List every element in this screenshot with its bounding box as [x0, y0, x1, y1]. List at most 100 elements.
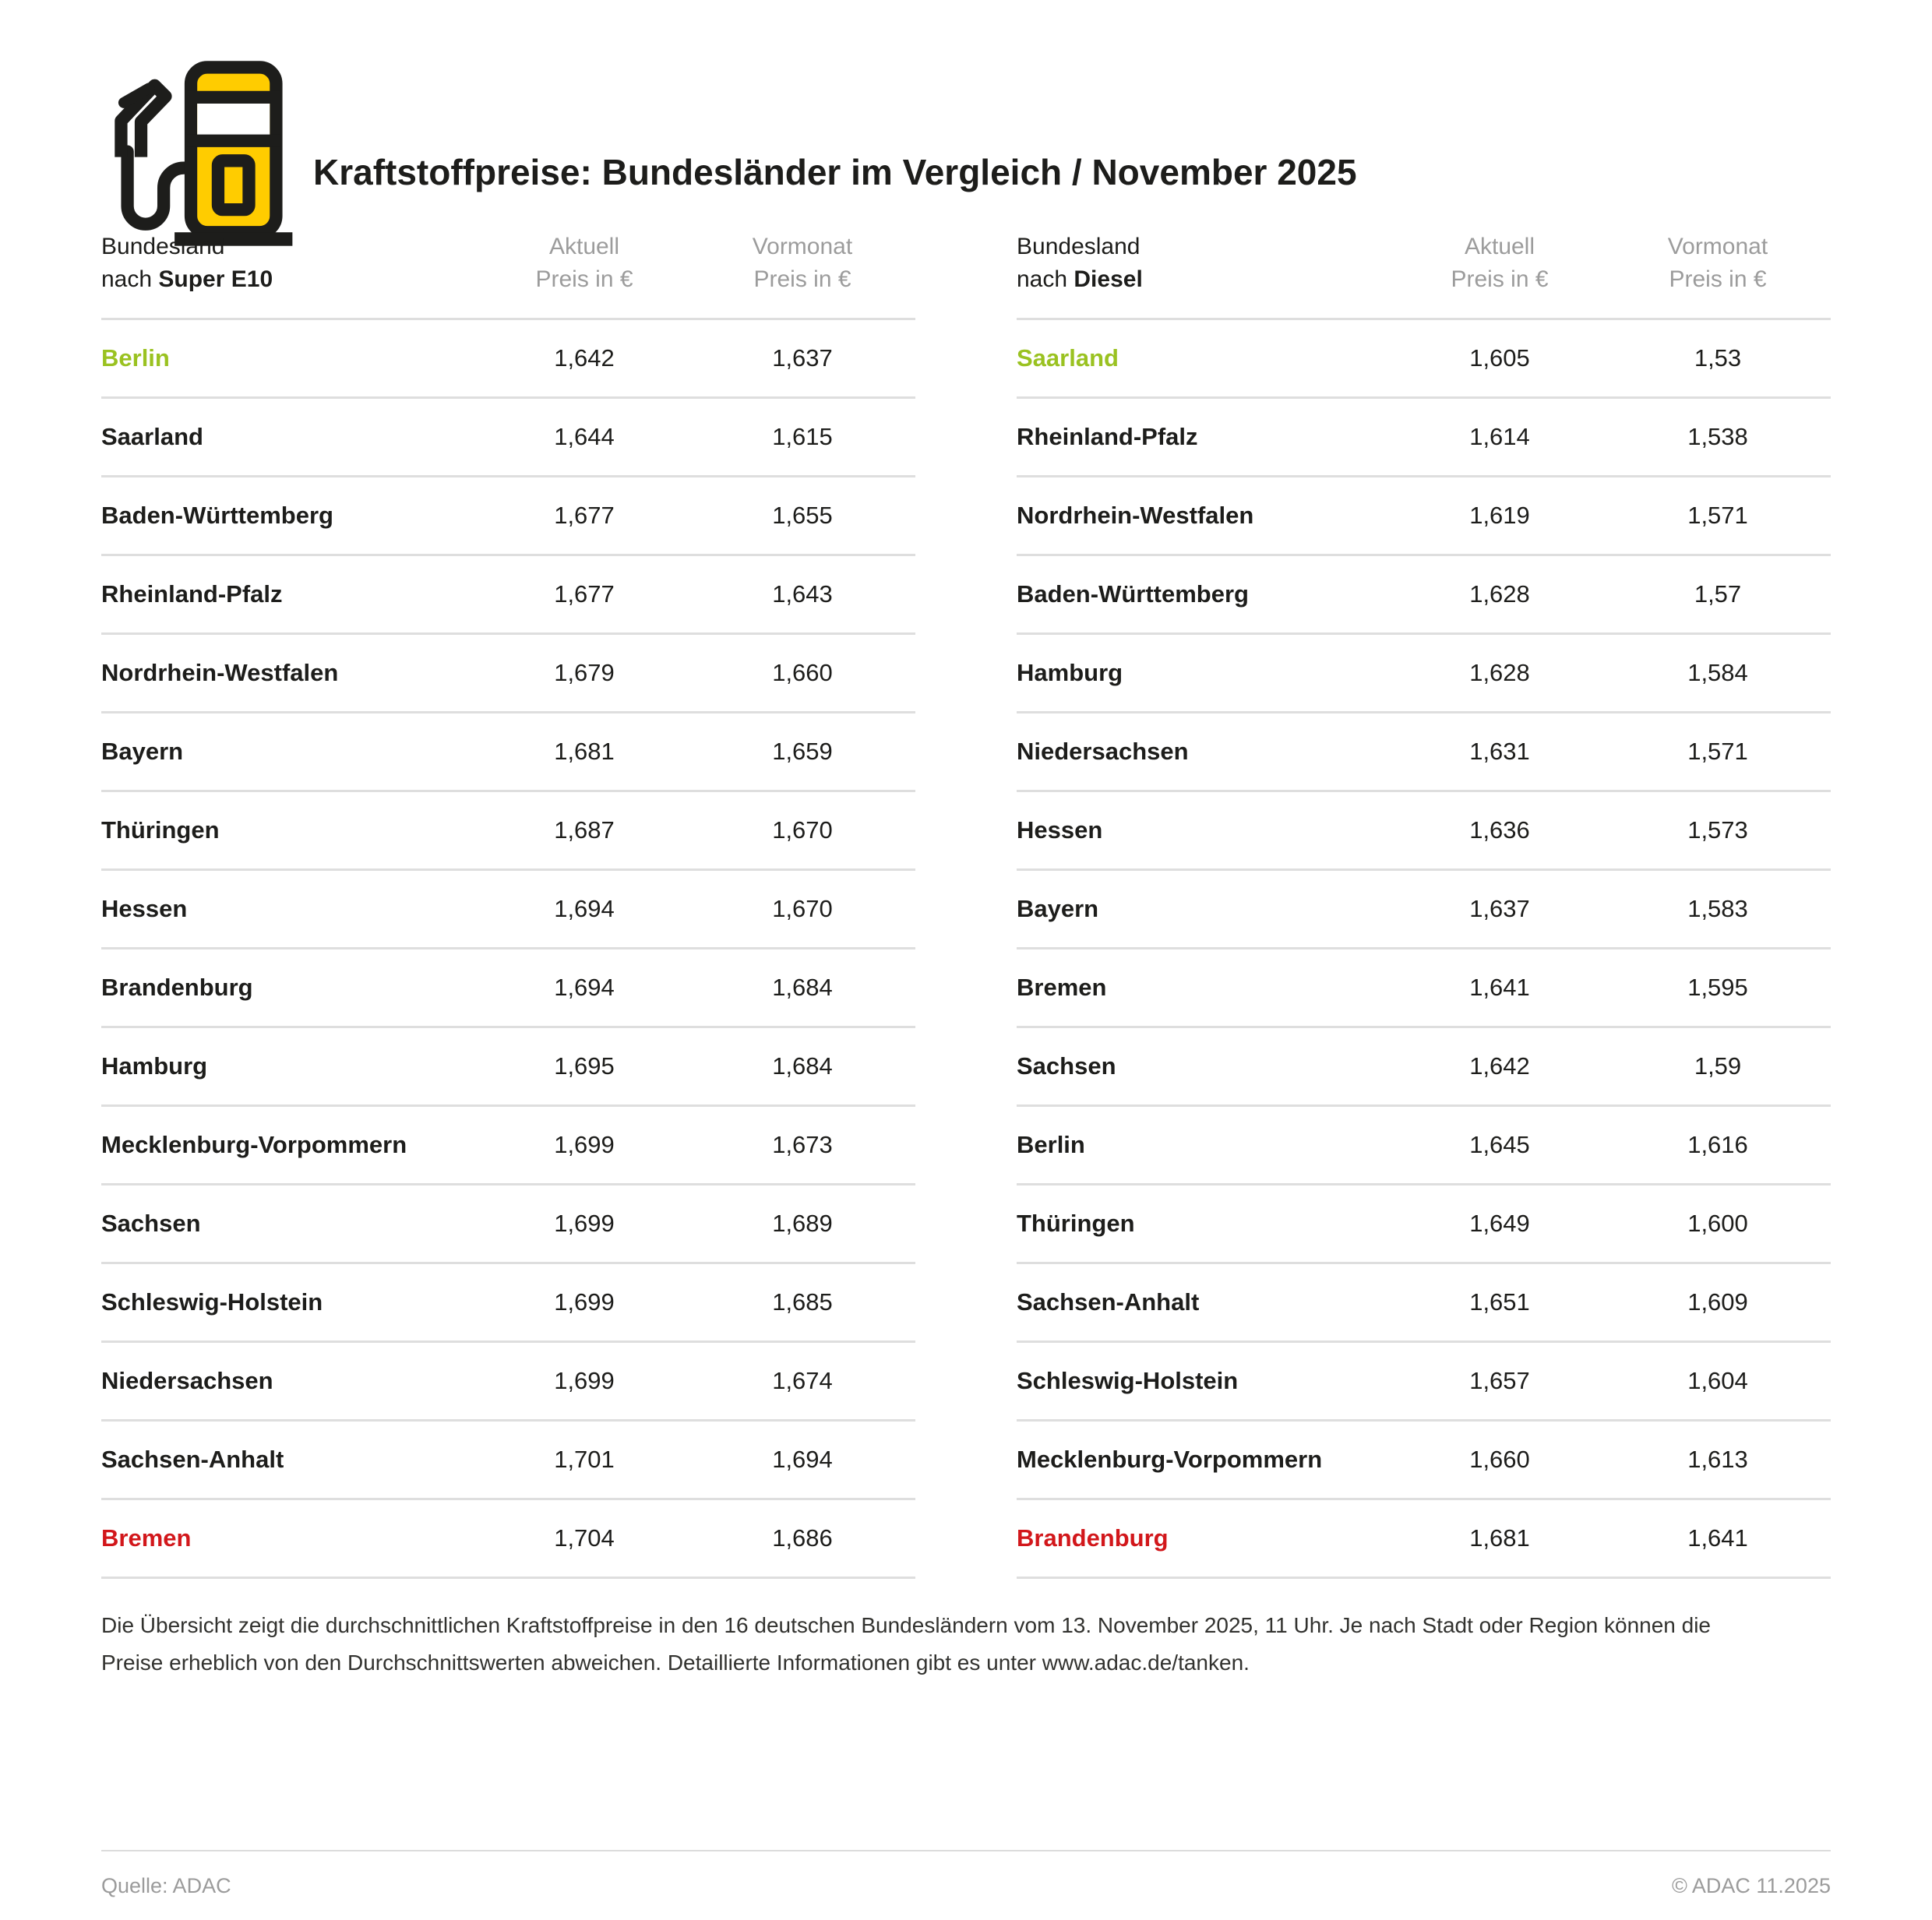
table-row: Niedersachsen 1,631 1,571	[1017, 713, 1831, 792]
table-row: Thüringen 1,649 1,600	[1017, 1185, 1831, 1264]
column-header-bundesland: Bundesland nach Diesel	[1017, 234, 1143, 292]
table-row: Nordrhein-Westfalen 1,679 1,660	[101, 635, 915, 713]
vormonat-value: 1,684	[772, 1052, 833, 1080]
vormonat-value: 1,604	[1687, 1367, 1748, 1394]
vormonat-value: 1,584	[1687, 659, 1748, 686]
table-header: Bundesland nach Super E10 Aktuell Preis …	[101, 231, 915, 320]
bundesland-name: Baden-Württemberg	[101, 502, 333, 529]
table-row: Brandenburg 1,694 1,684	[101, 949, 915, 1028]
footnote-line-1: Die Übersicht zeigt die durchschnittlich…	[101, 1613, 1711, 1637]
bundesland-name: Sachsen	[1017, 1052, 1116, 1080]
bundesland-name: Hessen	[1017, 816, 1103, 844]
table-row: Schleswig-Holstein 1,699 1,685	[101, 1264, 915, 1343]
aktuell-value: 1,619	[1469, 502, 1530, 529]
vormonat-value: 1,686	[772, 1524, 833, 1552]
aktuell-value: 1,699	[554, 1288, 615, 1316]
bundesland-name: Schleswig-Holstein	[101, 1288, 323, 1316]
aktuell-value: 1,681	[1469, 1524, 1530, 1552]
vormonat-value: 1,571	[1687, 502, 1748, 529]
bundesland-name: Hessen	[101, 895, 188, 922]
bundesland-name: Thüringen	[1017, 1210, 1135, 1237]
bundesland-name: Hamburg	[101, 1052, 208, 1080]
aktuell-value: 1,679	[554, 659, 615, 686]
fuel-label: Super E10	[158, 266, 273, 292]
vormonat-value: 1,689	[772, 1210, 833, 1237]
bundesland-name: Bayern	[1017, 895, 1099, 922]
aktuell-value: 1,605	[1469, 344, 1530, 372]
vormonat-value: 1,595	[1687, 974, 1748, 1001]
aktuell-value: 1,677	[554, 502, 615, 529]
vormonat-value: 1,583	[1687, 895, 1748, 922]
bundesland-name: Nordrhein-Westfalen	[1017, 502, 1254, 529]
aktuell-value: 1,699	[554, 1210, 615, 1237]
table-row: Brandenburg 1,681 1,641	[1017, 1500, 1831, 1579]
vormonat-value: 1,685	[772, 1288, 833, 1316]
vormonat-value: 1,573	[1687, 816, 1748, 844]
page-title: Kraftstoffpreise: Bundesländer im Vergle…	[313, 152, 1357, 192]
table-row: Hamburg 1,695 1,684	[101, 1028, 915, 1107]
aktuell-value: 1,699	[554, 1367, 615, 1394]
table-row: Niedersachsen 1,699 1,674	[101, 1343, 915, 1422]
table-row: Rheinland-Pfalz 1,677 1,643	[101, 556, 915, 635]
bundesland-name: Bremen	[1017, 974, 1107, 1001]
table-row: Sachsen-Anhalt 1,701 1,694	[101, 1422, 915, 1500]
source-label: Quelle: ADAC	[101, 1873, 231, 1897]
table-body: Berlin 1,642 1,637 Saarland 1,644 1,615 …	[101, 320, 915, 1579]
table-row: Sachsen 1,699 1,689	[101, 1185, 915, 1264]
bundesland-name: Sachsen	[101, 1210, 201, 1237]
bundesland-name: Brandenburg	[101, 974, 253, 1001]
bundesland-name: Mecklenburg-Vorpommern	[1017, 1446, 1323, 1473]
bundesland-name: Baden-Württemberg	[1017, 580, 1249, 608]
aktuell-value: 1,694	[554, 974, 615, 1001]
table-row: Bremen 1,641 1,595	[1017, 949, 1831, 1028]
aktuell-value: 1,681	[554, 738, 615, 765]
table-row: Bayern 1,637 1,583	[1017, 871, 1831, 949]
aktuell-value: 1,636	[1469, 816, 1530, 844]
copyright-label: © ADAC 11.2025	[1671, 1873, 1831, 1897]
aktuell-value: 1,642	[554, 344, 615, 372]
aktuell-value: 1,694	[554, 895, 615, 922]
table-row: Sachsen 1,642 1,59	[1017, 1028, 1831, 1107]
column-header-aktuell: Aktuell Preis in €	[1451, 234, 1549, 292]
aktuell-value: 1,687	[554, 816, 615, 844]
table-row: Baden-Württemberg 1,628 1,57	[1017, 556, 1831, 635]
vormonat-value: 1,670	[772, 895, 833, 922]
vormonat-value: 1,615	[772, 423, 833, 450]
aktuell-value: 1,644	[554, 423, 615, 450]
bundesland-name: Sachsen-Anhalt	[1017, 1288, 1200, 1316]
aktuell-value: 1,641	[1469, 974, 1530, 1001]
column-header-vormonat: Vormonat Preis in €	[752, 234, 853, 292]
aktuell-value: 1,645	[1469, 1131, 1530, 1158]
vormonat-value: 1,684	[772, 974, 833, 1001]
bundesland-name: Saarland	[101, 423, 203, 450]
table-row: Hessen 1,636 1,573	[1017, 792, 1831, 871]
vormonat-value: 1,53	[1694, 344, 1742, 372]
footer: Quelle: ADAC © ADAC 11.2025	[101, 1850, 1831, 1920]
vormonat-value: 1,538	[1687, 423, 1748, 450]
table-row: Baden-Württemberg 1,677 1,655	[101, 477, 915, 556]
aktuell-value: 1,677	[554, 580, 615, 608]
aktuell-value: 1,637	[1469, 895, 1530, 922]
bundesland-name: Rheinland-Pfalz	[101, 580, 283, 608]
aktuell-value: 1,649	[1469, 1210, 1530, 1237]
aktuell-value: 1,695	[554, 1052, 615, 1080]
bundesland-name: Brandenburg	[1017, 1524, 1169, 1552]
table-diesel: Bundesland nach Diesel Aktuell Preis in …	[1017, 231, 1831, 1579]
vormonat-value: 1,659	[772, 738, 833, 765]
aktuell-value: 1,631	[1469, 738, 1530, 765]
bundesland-name: Schleswig-Holstein	[1017, 1367, 1239, 1394]
table-row: Hessen 1,694 1,670	[101, 871, 915, 949]
vormonat-value: 1,600	[1687, 1210, 1748, 1237]
bundesland-name: Berlin	[101, 344, 170, 372]
table-row: Rheinland-Pfalz 1,614 1,538	[1017, 399, 1831, 477]
column-header-aktuell: Aktuell Preis in €	[535, 234, 633, 292]
vormonat-value: 1,673	[772, 1131, 833, 1158]
table-body: Saarland 1,605 1,53 Rheinland-Pfalz 1,61…	[1017, 320, 1831, 1579]
table-row: Mecklenburg-Vorpommern 1,660 1,613	[1017, 1422, 1831, 1500]
header: Kraftstoffpreise: Bundesländer im Vergle…	[101, 0, 1831, 246]
bundesland-name: Hamburg	[1017, 659, 1123, 686]
vormonat-value: 1,674	[772, 1367, 833, 1394]
bundesland-name: Niedersachsen	[101, 1367, 273, 1394]
vormonat-value: 1,616	[1687, 1131, 1748, 1158]
bundesland-name: Bayern	[101, 738, 184, 765]
